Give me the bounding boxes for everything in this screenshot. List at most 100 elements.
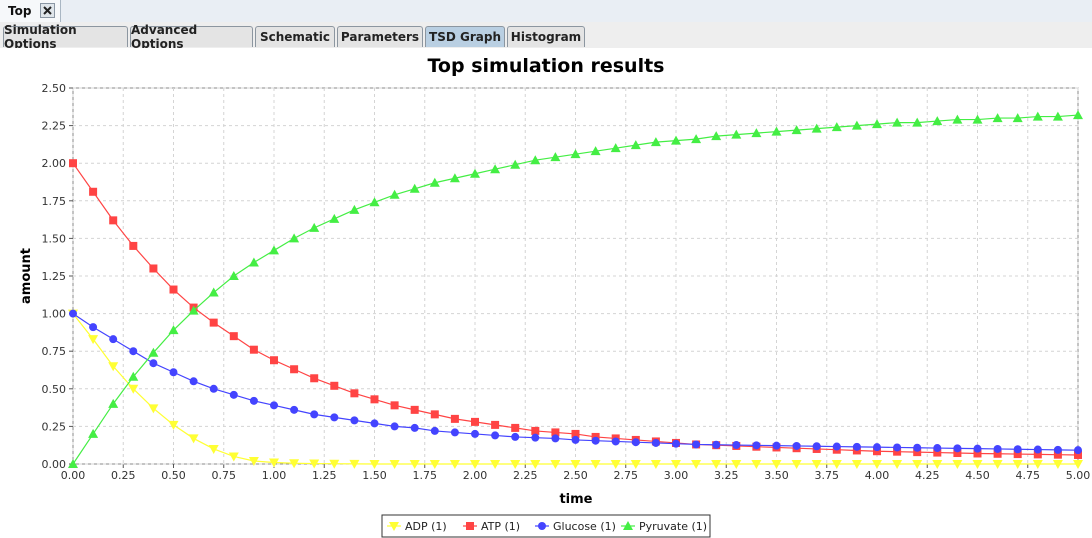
data-point-adp	[851, 460, 862, 469]
data-point-pyruvate	[188, 305, 199, 315]
x-tick-label: 5.00	[1066, 469, 1091, 482]
tsd-chart[interactable]: Top simulation results 0.00 0.25 0.50 0.75 1.…	[0, 48, 1092, 538]
data-point-atp	[270, 356, 278, 365]
data-point-adp	[610, 460, 621, 469]
y-tick-label: 2.25	[42, 120, 67, 133]
data-point-atp	[993, 449, 1002, 458]
data-point-atp	[390, 401, 399, 410]
data-point-adp	[208, 444, 219, 454]
data-point-pyruvate	[148, 347, 159, 357]
data-point-pyruvate	[248, 257, 259, 267]
document-tab-top[interactable]: Top	[0, 0, 61, 22]
tab-schematic[interactable]: Schematic	[255, 26, 335, 47]
graph-panel: Top simulation results 0.00 0.25 0.50 0.75 1.…	[0, 48, 1092, 538]
data-point-atp	[491, 420, 500, 429]
data-point-glucose	[611, 437, 620, 446]
data-point-glucose	[471, 429, 479, 438]
data-point-glucose	[330, 413, 339, 422]
data-point-pyruvate	[811, 123, 822, 133]
legend-label-glucose: Glucose (1)	[553, 520, 616, 533]
data-point-pyruvate	[329, 213, 340, 223]
x-tick-label: 0.50	[161, 469, 186, 482]
data-point-atp	[169, 285, 178, 294]
y-tick-label: 1.50	[42, 232, 67, 245]
tab-tsd-graph[interactable]: TSD Graph	[425, 26, 505, 47]
data-point-adp	[269, 458, 279, 468]
data-point-adp	[349, 459, 360, 469]
data-point-glucose	[290, 405, 299, 414]
data-point-adp	[449, 460, 460, 469]
data-point-pyruvate	[952, 114, 963, 124]
data-point-glucose	[229, 390, 238, 399]
data-point-adp	[791, 460, 802, 469]
data-point-glucose	[993, 444, 1002, 453]
data-point-adp	[88, 335, 99, 345]
data-point-adp	[751, 460, 762, 469]
x-axis-label: time	[559, 492, 592, 507]
data-point-glucose	[1013, 445, 1022, 454]
data-point-adp	[731, 460, 742, 469]
data-point-adp	[992, 460, 1003, 469]
x-tick-label: 2.00	[463, 469, 488, 482]
data-point-atp	[129, 241, 138, 250]
tab-parameters[interactable]: Parameters	[337, 26, 423, 47]
x-tick-label: 3.50	[764, 469, 789, 482]
data-point-glucose	[651, 438, 660, 447]
close-icon[interactable]	[40, 3, 55, 18]
data-point-adp	[429, 460, 440, 469]
data-point-glucose	[310, 410, 319, 419]
data-point-adp	[831, 460, 842, 469]
data-point-glucose	[270, 401, 278, 410]
tab-advanced-options[interactable]: Advanced Options	[130, 23, 253, 51]
y-tick-label: 0.25	[42, 420, 67, 433]
data-point-glucose	[410, 423, 419, 432]
data-point-adp	[309, 459, 320, 469]
data-point-adp	[711, 460, 722, 469]
data-point-pyruvate	[932, 116, 943, 126]
data-point-adp	[691, 460, 702, 469]
data-point-pyruvate	[269, 245, 279, 255]
data-point-glucose	[209, 384, 218, 393]
data-point-atp	[450, 414, 459, 423]
legend-label-adp: ADP (1)	[405, 520, 447, 533]
data-point-glucose	[390, 422, 399, 431]
legend-marker-glucose	[538, 522, 546, 530]
data-point-glucose	[69, 309, 77, 318]
data-point-glucose	[551, 434, 560, 443]
data-point-adp	[108, 362, 119, 372]
data-point-adp	[1073, 460, 1083, 469]
data-point-glucose	[672, 439, 680, 448]
data-point-pyruvate	[168, 325, 179, 335]
document-tab-label: Top	[8, 4, 32, 18]
x-tick-label: 1.75	[413, 469, 438, 482]
data-point-pyruvate	[610, 143, 621, 153]
data-point-glucose	[973, 444, 982, 453]
data-point-adp	[289, 459, 300, 469]
data-point-adp	[248, 456, 259, 466]
data-point-atp	[410, 405, 419, 414]
x-tick-label: 0.00	[61, 469, 86, 482]
x-tick-label: 4.50	[965, 469, 990, 482]
tab-histogram[interactable]: Histogram	[507, 26, 585, 47]
data-point-glucose	[852, 442, 861, 451]
data-point-atp	[511, 423, 520, 432]
data-point-adp	[1012, 460, 1023, 469]
x-tick-label: 2.50	[563, 469, 588, 482]
data-point-pyruvate	[912, 117, 923, 127]
data-point-pyruvate	[630, 140, 641, 150]
y-tick-label: 1.75	[42, 195, 67, 208]
data-point-pyruvate	[872, 119, 882, 129]
data-point-glucose	[1033, 445, 1042, 454]
document-tab-bar: Top	[0, 0, 1092, 23]
y-tick-label: 0.50	[42, 383, 67, 396]
data-point-pyruvate	[510, 159, 521, 169]
data-point-adp	[409, 460, 420, 469]
data-point-atp	[1074, 450, 1082, 459]
data-point-atp	[893, 447, 902, 456]
data-point-adp	[369, 460, 380, 469]
data-point-adp	[188, 434, 199, 444]
data-point-glucose	[491, 431, 500, 440]
data-point-glucose	[752, 441, 761, 450]
data-point-glucose	[933, 444, 942, 453]
tab-simulation-options[interactable]: Simulation Options	[3, 23, 128, 51]
